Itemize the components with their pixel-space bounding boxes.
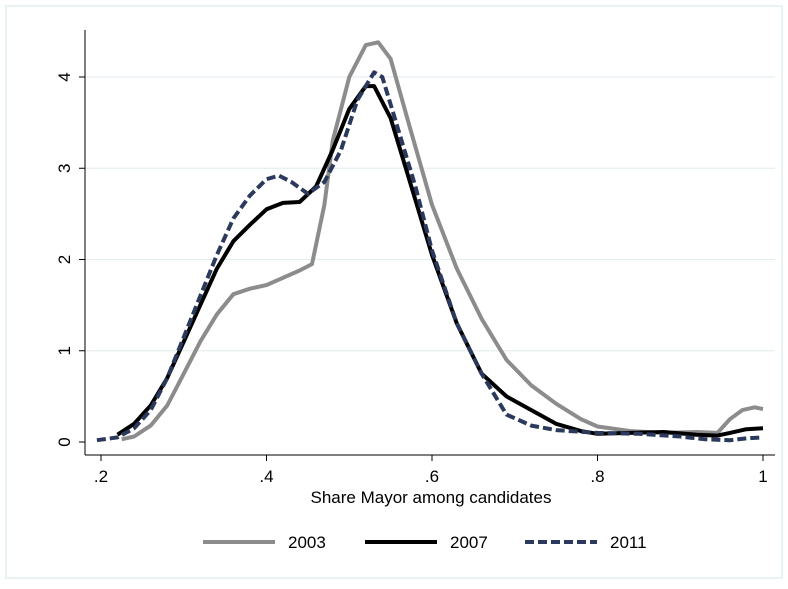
- x-tick-label: .4: [259, 467, 273, 486]
- x-tick-label: .6: [425, 467, 439, 486]
- y-tick-label: 2: [55, 255, 74, 264]
- legend-label-2003: 2003: [288, 533, 326, 552]
- y-tick-label: 0: [55, 437, 74, 446]
- legend-label-2007: 2007: [450, 533, 488, 552]
- series-group: [96, 40, 764, 443]
- x-tick-label: .2: [94, 467, 108, 486]
- outer-frame: [5, 5, 783, 579]
- grid: [85, 76, 775, 352]
- y-tick-label: 3: [55, 164, 74, 173]
- y-tick-label: 4: [55, 72, 74, 81]
- axes: 0 1 2 3 4 .2 .4 .6 .8 1: [55, 30, 775, 486]
- legend-label-2011: 2011: [610, 533, 647, 552]
- x-tick-label: .8: [590, 467, 604, 486]
- x-tick-label: 1: [758, 467, 767, 486]
- x-axis-label: Share Mayor among candidates: [311, 488, 552, 507]
- legend: 2003 2007 2011: [203, 533, 647, 552]
- series-line-2011: [96, 70, 764, 443]
- y-tick-label: 1: [55, 346, 74, 355]
